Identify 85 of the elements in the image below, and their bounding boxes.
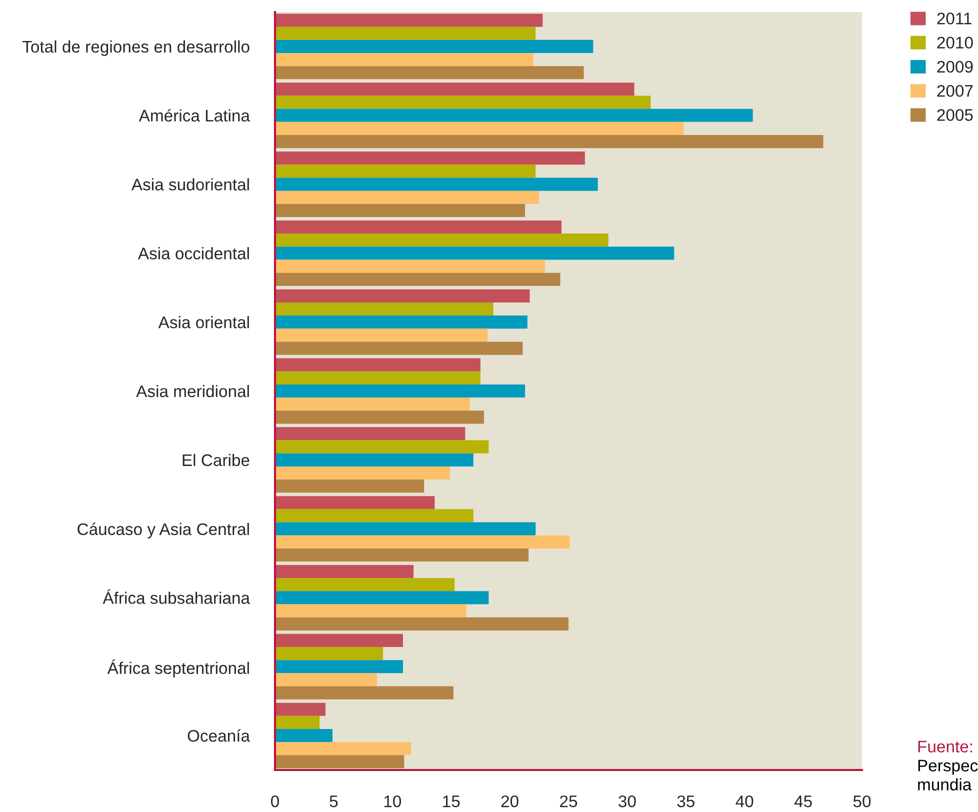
y-tick-label: El Caribe [182, 454, 250, 466]
bar [275, 440, 489, 454]
text: Perspec [918, 760, 978, 775]
bar [275, 535, 570, 548]
y-tick-label: Oceanía [188, 729, 250, 742]
bar [275, 289, 530, 302]
bar [275, 234, 608, 247]
bar [275, 660, 403, 674]
bar [275, 686, 454, 700]
bar [275, 371, 480, 384]
bar [275, 398, 470, 411]
bar [275, 53, 534, 66]
bar [275, 82, 634, 96]
text: mundia [918, 778, 972, 790]
bar [275, 328, 488, 342]
bar [275, 548, 529, 562]
bar [275, 246, 674, 260]
bar [275, 302, 494, 316]
bar [275, 509, 474, 522]
bar [275, 742, 412, 756]
legend-label: 2007 [937, 84, 973, 97]
bar [275, 190, 540, 204]
bar [275, 729, 333, 742]
legend-label: 2011 [937, 12, 972, 24]
x-tick-label: 5 [330, 796, 338, 808]
bar [275, 634, 403, 647]
y-tick-label: Asia sudoriental [131, 178, 249, 190]
bar [275, 466, 450, 480]
bar [275, 453, 474, 466]
bar [275, 673, 378, 686]
bar [275, 480, 424, 493]
bar [275, 40, 594, 53]
x-tick-label: 15 [443, 796, 460, 808]
bar [275, 427, 466, 440]
y-tick-label: Asia oriental [158, 316, 249, 328]
x-tick-label: 40 [736, 795, 754, 808]
y-tick-label: Asia meridional [136, 384, 249, 398]
bar [275, 358, 480, 372]
bar [275, 496, 435, 510]
bar [275, 152, 585, 165]
y-tick-label: África septentrional [107, 659, 249, 678]
y-tick-label: Cáucaso y Asia Central [78, 522, 249, 538]
bar [275, 14, 543, 27]
bar [275, 755, 404, 768]
bar [275, 178, 598, 191]
bar [275, 66, 584, 80]
bar [275, 342, 523, 355]
y-tick-label: África subsahariana [102, 589, 250, 604]
x-tick-label: 35 [677, 795, 694, 808]
bar [275, 646, 384, 660]
bar [275, 384, 526, 398]
bar [275, 204, 526, 218]
bar [275, 591, 489, 604]
bar [275, 260, 546, 273]
legend-label: 2005 [937, 109, 973, 121]
y-tick-label: Asia occidental [138, 247, 249, 260]
bar [275, 617, 568, 630]
bar [275, 272, 560, 286]
x-tick-label: 0 [271, 795, 279, 808]
bar [275, 164, 536, 178]
bar [275, 578, 455, 592]
bar [275, 410, 484, 424]
bar [275, 96, 651, 109]
bar [275, 26, 536, 40]
y-tick-label: América Latina [138, 109, 250, 122]
x-tick-label: 50 [853, 795, 871, 808]
x-tick-label: 30 [618, 795, 636, 808]
bar [275, 122, 684, 136]
legend-label: 2010 [937, 36, 973, 49]
bar [275, 135, 824, 148]
legend-label: 2009 [937, 60, 973, 73]
x-tick-label: 10 [384, 795, 402, 808]
bar [275, 522, 536, 536]
bar [275, 220, 562, 234]
bar [275, 108, 753, 122]
x-tick-label: 25 [560, 795, 578, 808]
bar [275, 716, 320, 729]
x-tick-label: 20 [501, 795, 518, 808]
bar [275, 316, 528, 329]
x-tick-label: 45 [794, 796, 812, 808]
y-tick-label: Total de regiones en desarrollo [22, 40, 250, 56]
bar [275, 604, 466, 618]
bar [275, 564, 414, 578]
bar [275, 702, 326, 716]
source-note: Fuente: [918, 740, 972, 752]
